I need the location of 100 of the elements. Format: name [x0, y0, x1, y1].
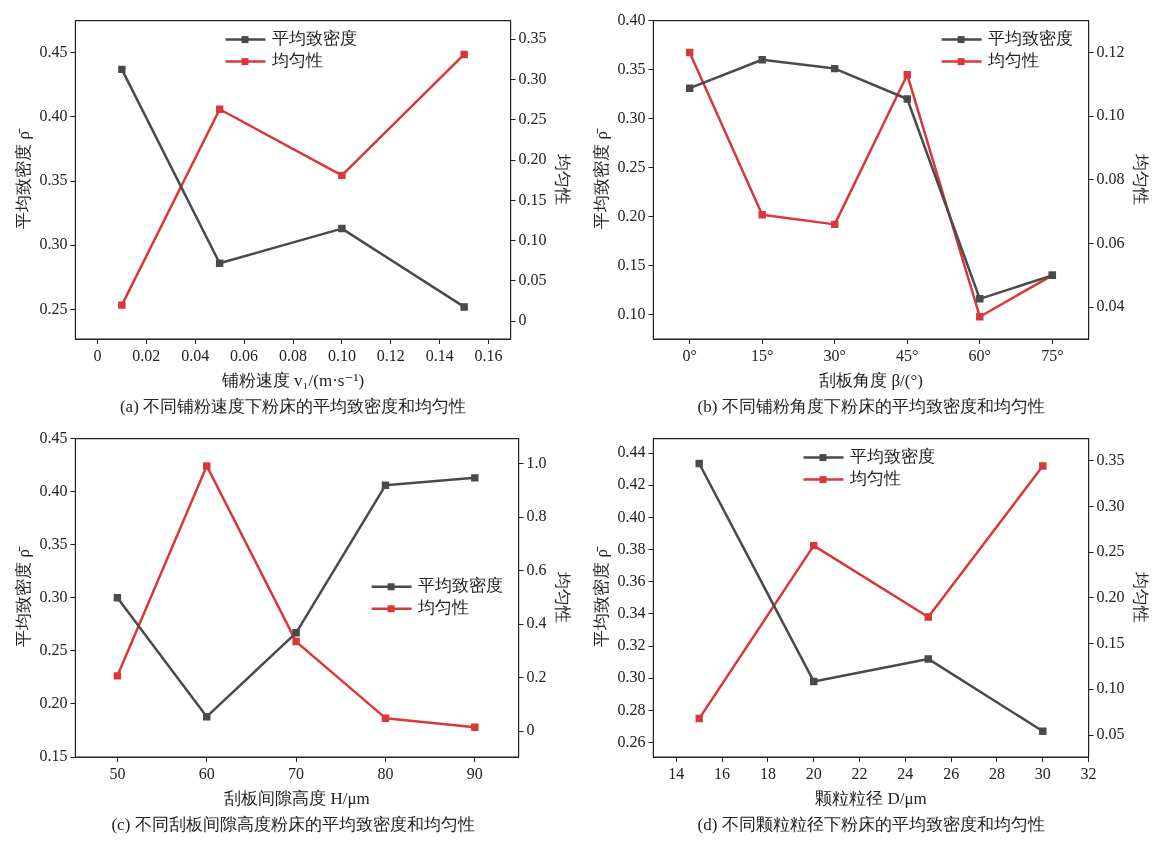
y-tick-label: 0.45	[39, 42, 68, 60]
point	[292, 637, 300, 646]
y-tick-label: 0.36	[617, 571, 646, 589]
y2-tick-label: 0.30	[518, 69, 547, 87]
y2-tick-label: 0.12	[1096, 42, 1125, 60]
y2-tick-label: 0.04	[1096, 297, 1125, 315]
y-tick-label: 0.40	[39, 107, 68, 125]
x-tick-label: 22	[851, 764, 868, 782]
point	[215, 259, 224, 267]
x-tick-label: 0°	[682, 346, 697, 364]
x-tick-label: 70	[288, 764, 305, 782]
y-tick-label: 0.44	[617, 443, 646, 461]
y2-tick-label: 0	[518, 311, 527, 329]
text: (c) 不同刮板间隙高度粉床的平均致密度和均匀性	[111, 815, 475, 835]
point	[215, 105, 224, 113]
y-tick-label: 0.30	[617, 668, 646, 686]
point	[203, 712, 211, 721]
legend-label: 均匀性	[848, 469, 901, 489]
x-tick-label: 16	[714, 764, 731, 782]
text: (d) 不同颗粒粒径下粉床的平均致密度和均匀性	[697, 815, 1045, 835]
y-tick-label: 0.15	[617, 255, 646, 273]
point	[903, 95, 911, 103]
x-tick-label: 26	[943, 764, 960, 782]
x-tick-label: 0.16	[474, 346, 503, 364]
point	[1039, 462, 1047, 470]
y-tick-label: 0.32	[617, 636, 646, 654]
y-tick-label: 0.15	[39, 747, 68, 765]
point	[685, 84, 694, 92]
y-tick-label: 0.42	[617, 475, 646, 493]
legend-label: 平均致密度	[271, 29, 357, 49]
y2-tick-label: 0.10	[1096, 679, 1125, 697]
x-tick-label: 50	[109, 764, 126, 782]
point	[113, 672, 122, 680]
y2-tick-label: 0.05	[1096, 725, 1125, 743]
x-tick-label: 0.06	[230, 346, 259, 364]
y-tick-label: 0.25	[39, 641, 68, 659]
y2-tick-label: 0.05	[518, 271, 547, 289]
y2-tick-label: 0.30	[1096, 496, 1125, 514]
legend-label: 平均致密度	[987, 29, 1073, 49]
y2-tick-label: 1.0	[526, 453, 547, 471]
y-tick-label: 0.40	[617, 507, 646, 525]
point	[118, 65, 126, 74]
x-tick-label: 0.14	[425, 346, 454, 364]
y2-axis-title: 均匀性	[553, 153, 573, 206]
point	[338, 224, 346, 233]
point	[831, 64, 839, 73]
y2-tick-label: 0.15	[1096, 633, 1125, 651]
point	[685, 48, 694, 57]
point	[1039, 727, 1047, 735]
y-tick-label: 0.20	[617, 206, 646, 224]
x-axis-title: 颗粒粒径 D/μm	[815, 788, 927, 808]
point	[203, 462, 211, 470]
x-tick-label: 0.08	[279, 346, 307, 364]
y-tick-label: 0.40	[617, 10, 646, 28]
y-tick-label: 0.35	[617, 59, 646, 77]
y-tick-label: 0.35	[39, 534, 68, 552]
point	[460, 50, 468, 59]
x-tick-label: 0.10	[327, 346, 356, 364]
legend-label: 均匀性	[986, 51, 1039, 71]
y2-axis-title: 均匀性	[1131, 153, 1151, 206]
text: (a) 不同铺粉速度下粉床的平均致密度和均匀性	[119, 397, 467, 417]
x-tick-label: 24	[897, 764, 914, 782]
y2-tick-label: 0.4	[526, 614, 547, 632]
text: (b) 不同铺粉角度下粉床的平均致密度和均匀性	[697, 397, 1045, 417]
point	[924, 655, 932, 663]
point	[381, 714, 390, 722]
y2-tick-label: 0.8	[526, 507, 547, 525]
x-tick-label: 32	[1080, 764, 1097, 782]
y-axis-title: 平均致密度 ρ̄	[13, 127, 33, 229]
y-tick-label: 0.25	[39, 299, 68, 317]
y2-tick-label: 0.15	[518, 190, 547, 208]
legend-label: 平均致密度	[417, 576, 503, 596]
y-axis-title: 平均致密度 ρ̄	[591, 545, 611, 647]
point	[381, 481, 390, 490]
point	[758, 211, 766, 219]
point	[976, 312, 984, 321]
x-tick-label: 90	[466, 764, 483, 782]
x-tick-label: 0.12	[376, 346, 405, 364]
x-tick-label: 80	[377, 764, 394, 782]
y-tick-label: 0.30	[617, 108, 646, 126]
y2-tick-label: 0.10	[1096, 106, 1125, 124]
x-tick-label: 0.02	[132, 346, 161, 364]
y2-tick-label: 0	[526, 721, 535, 739]
x-axis-title: 刮板间隙高度 H/μm	[224, 788, 370, 808]
point	[471, 474, 479, 482]
point	[695, 459, 703, 468]
y-tick-label: 0.26	[617, 732, 646, 750]
y2-tick-label: 0.35	[518, 29, 547, 47]
y-tick-label: 0.28	[617, 700, 646, 718]
x-tick-label: 30°	[823, 346, 846, 364]
x-tick-label: 0	[93, 346, 102, 364]
y2-tick-label: 0.25	[1096, 542, 1125, 560]
legend-label: 平均致密度	[849, 447, 935, 467]
point	[831, 220, 839, 229]
point	[118, 301, 126, 309]
y-tick-label: 0.35	[39, 171, 68, 189]
point	[903, 71, 911, 79]
y2-axis-title: 均匀性	[553, 571, 573, 624]
x-axis-title: 铺粉速度 v₁/(m·s⁻¹)	[220, 370, 365, 390]
y-tick-label: 0.30	[39, 588, 68, 605]
